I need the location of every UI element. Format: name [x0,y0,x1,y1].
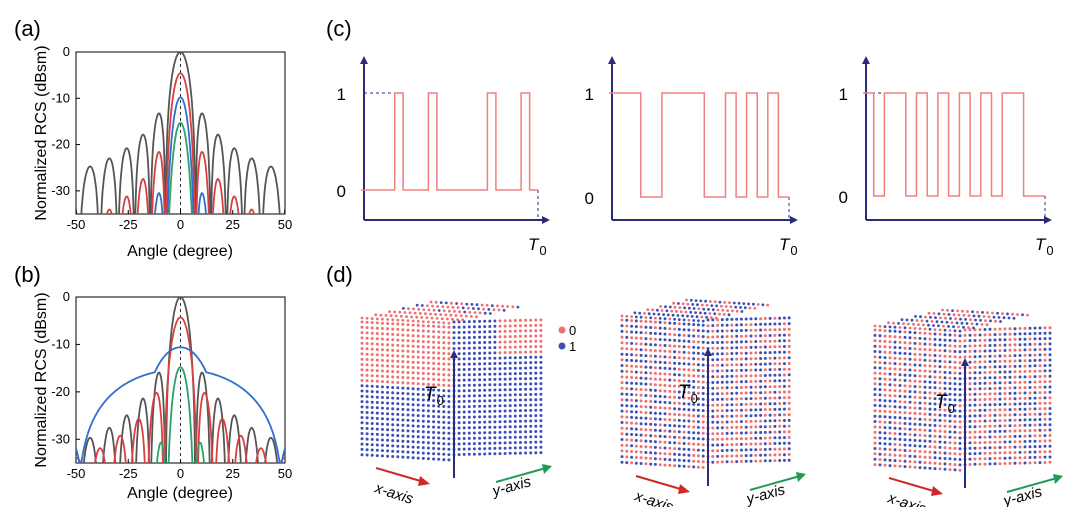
chart-b: -50 -25 0 25 50 0 -10 -20 -30 Angle (degree) Nor… [33,289,292,502]
pulse-2-waveform [863,92,1045,197]
cube-0-x-arrowhead [418,476,430,486]
chart-a-ytick-label: 0 [63,44,70,59]
pulse-0-t0-label: T0 [528,235,547,258]
legend-dot-0 [558,326,566,334]
cube-1-y-arrowhead [796,472,806,482]
cube-0-t0-label: T0 [424,384,444,408]
pulse-2-label-0: 0 [839,188,848,207]
pulse-1-t0-label: T0 [779,235,798,258]
pulse-2-t0-label: T0 [1035,235,1054,258]
chart-a-xlabel: Angle (degree) [127,243,233,260]
chart-a-ytick-label: -20 [51,137,70,152]
pulse-0-waveform [361,92,538,191]
pulse-1-label-1: 1 [585,85,594,104]
chart-a-xtick-label: -50 [67,217,86,232]
chart-a-ytick-label: -30 [51,183,70,198]
panel-label-b: (b) [14,262,41,287]
panel-label-c: (c) [326,16,352,41]
panel-label-d: (d) [326,262,353,287]
pulse-2-y-arrow [862,56,870,64]
chart-b-series-red [76,316,285,463]
chart-a-xtick-label: 25 [226,217,240,232]
cube-0-x-label: x-axis [372,479,416,507]
legend-dot-1 [558,342,566,350]
chart-b-ytick-label: -20 [51,384,70,399]
legend-label-1: 1 [569,339,576,354]
pulse-2-label-1: 1 [839,85,848,104]
chart-b-ytick-label: -30 [51,431,70,446]
pulse-1-waveform [609,92,789,198]
chart-a-xtick-label: 50 [278,217,292,232]
chart-a-series-gray [76,52,285,214]
chart-c: 1 0 T0 1 0 T0 1 0 T0 [337,56,1054,258]
chart-a-series-red [106,72,255,214]
cube-0-t-arrow [450,350,458,358]
chart-a: -50 -25 0 25 50 0 -10 -20 -30 Angle (degree) Nor… [33,44,292,260]
cube-2-x-arrow-line [888,477,938,493]
chart-b-xtick-label: 50 [278,466,292,481]
cube-1-t0-label: T0 [678,382,698,406]
pulse-2-x-arrow [1044,216,1052,224]
cube-1-x-arrow-line [635,475,685,491]
cube-legend: 01 [558,323,576,354]
chart-b-xlabel: Angle (degree) [127,485,233,502]
chart-b-xtick-label: -25 [119,466,138,481]
cube-0: T0 x-axis y-axis [360,300,552,507]
cube-2-x-label: x-axis [885,489,929,507]
panel-label-a: (a) [14,16,41,41]
pulse-1-y-arrow [608,56,616,64]
cube-1: T0 x-axis y-axis [620,298,806,507]
cube-2-t-arrow [961,358,969,366]
cube-2-y-arrow-line [1006,477,1058,493]
chart-a-ytick-label: -10 [51,90,70,105]
legend-label-0: 0 [569,323,576,338]
cube-0-y-arrowhead [542,464,552,474]
pulse-0-x-arrow [542,216,550,224]
cube-0-y-label: y-axis [490,473,534,500]
chart-b-series-green [156,366,205,463]
cube-2-x-arrowhead [931,486,943,496]
pulse-0-label-0: 0 [337,182,346,201]
chart-b-xtick-label: -50 [67,466,86,481]
cube-1-x-label: x-axis [632,487,676,507]
chart-b-series-blue [76,346,285,463]
chart-b-ytick-label: -10 [51,336,70,351]
cube-2: T0x-axis y-axis [873,308,1063,507]
cube-2-t0-label: T0 [935,392,955,416]
chart-a-series-green [168,121,193,214]
chart-b-xtick-label: 0 [177,466,184,481]
cube-1-y-arrow-line [749,475,801,491]
pulse-1-label-0: 0 [585,189,594,208]
chart-a-xtick-label: 0 [177,217,184,232]
chart-b-xtick-label: 25 [226,466,240,481]
cube-2-y-arrowhead [1053,474,1063,484]
pulse-0-label-1: 1 [337,85,346,104]
chart-b-ylabel: Normalized RCS (dBsm) [33,292,50,467]
cube-1-t-arrow [704,348,712,356]
chart-b-series-gray [82,297,279,463]
chart-a-xtick-label: -25 [119,217,138,232]
chart-a-ylabel: Normalized RCS (dBsm) [33,45,50,220]
cube-0-y-arrow-line [495,467,547,483]
pulse-0-y-arrow [360,56,368,64]
chart-a-series-blue [154,96,207,214]
chart-b-ytick-label: 0 [63,289,70,304]
cube-1-y-label: y-axis [744,481,788,507]
pulse-1-x-arrow [790,216,798,224]
cube-1-x-arrowhead [678,484,690,494]
cube-0-x-arrow-line [375,467,425,483]
